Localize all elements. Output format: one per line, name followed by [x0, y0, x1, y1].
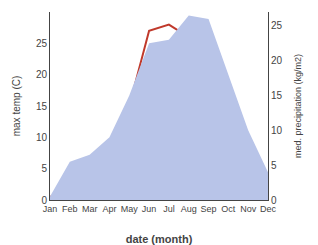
svg-text:0: 0 — [41, 195, 47, 206]
svg-text:5: 5 — [271, 160, 277, 171]
svg-text:Nov: Nov — [240, 204, 257, 214]
svg-text:May: May — [121, 204, 139, 214]
svg-text:25: 25 — [36, 38, 48, 49]
svg-text:Sep: Sep — [201, 204, 217, 214]
svg-text:20: 20 — [271, 55, 283, 66]
svg-text:Jul: Jul — [163, 204, 175, 214]
svg-text:25: 25 — [271, 20, 283, 31]
svg-text:15: 15 — [271, 90, 283, 101]
svg-text:Jan: Jan — [43, 204, 58, 214]
svg-text:date (month): date (month) — [126, 233, 193, 245]
svg-text:20: 20 — [36, 69, 48, 80]
svg-text:Feb: Feb — [62, 204, 78, 214]
svg-text:med. precipitation (kg/m2): med. precipitation (kg/m2) — [293, 54, 303, 158]
svg-text:Apr: Apr — [102, 204, 116, 214]
svg-text:Oct: Oct — [221, 204, 236, 214]
svg-text:15: 15 — [36, 101, 48, 112]
svg-text:10: 10 — [36, 132, 48, 143]
svg-text:Aug: Aug — [181, 204, 197, 214]
svg-text:5: 5 — [41, 163, 47, 174]
svg-text:0: 0 — [271, 195, 277, 206]
svg-text:Dec: Dec — [260, 204, 277, 214]
svg-text:Mar: Mar — [82, 204, 98, 214]
svg-text:max temp (C): max temp (C) — [11, 76, 22, 137]
svg-text:10: 10 — [271, 125, 283, 136]
svg-text:Jun: Jun — [142, 204, 157, 214]
